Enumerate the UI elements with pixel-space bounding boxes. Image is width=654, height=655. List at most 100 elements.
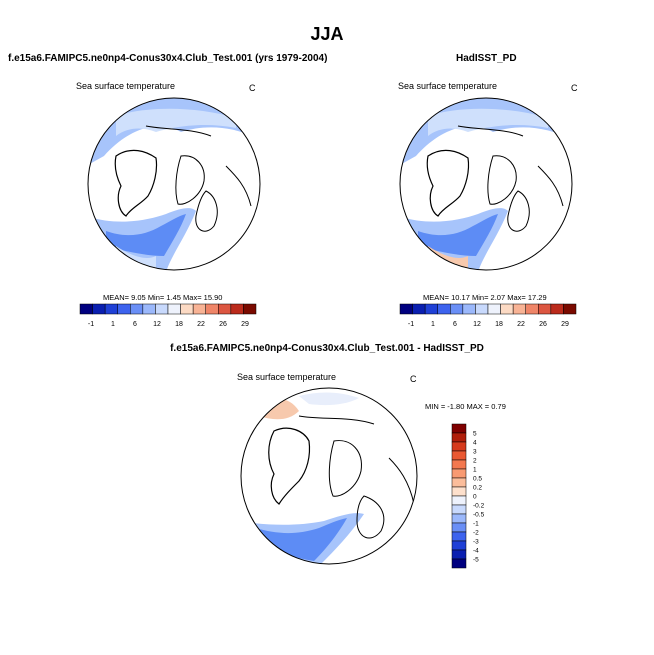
stats-obs: MEAN= 10.17 Min= 2.07 Max= 17.29 <box>423 293 547 302</box>
colorbar-swatch <box>243 303 257 315</box>
units-label-obs: C <box>571 83 578 93</box>
colorbar-tick-label: 1 <box>111 321 115 328</box>
colorbar-swatch <box>399 303 413 315</box>
colorbar-swatch <box>451 459 467 470</box>
colorbar-tick-label: 4 <box>473 440 477 447</box>
colorbar-swatch <box>451 495 467 506</box>
colorbar-swatch <box>142 303 156 315</box>
colorbar-swatch <box>451 450 467 461</box>
colorbar-swatch <box>130 303 144 315</box>
colorbar-swatch <box>451 531 467 542</box>
polar-map-obs <box>399 97 573 271</box>
colorbar-swatch <box>92 303 106 315</box>
colorbar-tick-label: -1 <box>88 321 94 328</box>
colorbar-obs: -1 1 6 12 18 22 26 29 <box>399 303 577 328</box>
colorbar-tick-label: 1 <box>473 467 477 474</box>
colorbar-tick-label: -1 <box>408 321 414 328</box>
stats-model: MEAN= 9.05 Min= 1.45 Max= 15.90 <box>103 293 223 302</box>
sst-field-atlantic-deep <box>106 214 186 256</box>
colorbar-swatch <box>104 303 118 315</box>
colorbar-swatch <box>451 540 467 551</box>
colorbar-swatch <box>205 303 219 315</box>
colorbar-tick-label: 6 <box>453 321 457 328</box>
colorbar-swatch <box>451 468 467 479</box>
colorbar-tick-label: 22 <box>197 321 205 328</box>
colorbar-swatch <box>424 303 438 315</box>
colorbar-swatch <box>450 303 464 315</box>
colorbar-tick-label: 12 <box>153 321 161 328</box>
colorbar-tick-label: 5 <box>473 431 477 438</box>
colorbar-tick-label: -2 <box>473 530 479 537</box>
polar-map-diff <box>240 387 418 565</box>
colorbar-swatch <box>192 303 206 315</box>
panel-title-diff: f.e15a6.FAMIPC5.ne0np4-Conus30x4.Club_Te… <box>170 343 484 354</box>
colorbar-tick-label: 18 <box>495 321 503 328</box>
colorbar-swatch <box>451 477 467 488</box>
colorbar-swatch <box>218 303 232 315</box>
panel-title-model: f.e15a6.FAMIPC5.ne0np4-Conus30x4.Club_Te… <box>8 53 328 64</box>
arctic-coastline-1 <box>114 149 158 217</box>
colorbar-swatch <box>525 303 539 315</box>
colorbar-tick-label: 29 <box>241 321 249 328</box>
colorbar-swatch <box>117 303 131 315</box>
colorbar-tick-label: 29 <box>561 321 569 328</box>
colorbar-swatch <box>79 303 93 315</box>
colorbar-tick-label: 2 <box>473 458 477 465</box>
units-label-diff: C <box>410 374 417 384</box>
colorbar-diff: 5 4 3 2 1 0.5 0.2 0 -0.2 -0.5 -1 -2 -3 -4 -5 <box>451 423 485 569</box>
colorbar-tick-label: -5 <box>473 557 479 564</box>
colorbar-tick-label: -3 <box>473 539 479 546</box>
colorbar-swatch <box>475 303 489 315</box>
variable-label-model: Sea surface temperature <box>76 81 176 91</box>
colorbar-tick-label: 0.2 <box>473 485 482 492</box>
colorbar-swatch <box>451 441 467 452</box>
colorbar-swatch <box>538 303 552 315</box>
colorbar-tick-label: 26 <box>539 321 547 328</box>
colorbar-tick-label: 6 <box>133 321 137 328</box>
page-title: JJA <box>310 24 344 44</box>
variable-label-obs: Sea surface temperature <box>398 81 498 91</box>
colorbar-swatch <box>512 303 526 315</box>
colorbar-tick-label: 22 <box>517 321 525 328</box>
colorbar-swatch <box>500 303 514 315</box>
colorbar-tick-label: -0.5 <box>473 512 485 519</box>
colorbar-swatch <box>487 303 501 315</box>
colorbar-tick-label: -1 <box>473 521 479 528</box>
colorbar-swatch <box>412 303 426 315</box>
colorbar-swatch <box>180 303 194 315</box>
colorbar-swatch <box>451 549 467 560</box>
colorbar-tick-label: 12 <box>473 321 481 328</box>
colorbar-tick-label: 0.5 <box>473 476 482 483</box>
units-label-model: C <box>249 83 256 93</box>
variable-label-diff: Sea surface temperature <box>237 372 337 382</box>
colorbar-swatch <box>451 513 467 524</box>
colorbar-tick-label: -4 <box>473 548 479 555</box>
colorbar-model: -1 1 6 12 18 22 26 29 <box>79 303 257 328</box>
colorbar-swatch <box>451 423 467 434</box>
colorbar-tick-label: 26 <box>219 321 227 328</box>
colorbar-swatch <box>167 303 181 315</box>
arctic-coastline-3 <box>195 190 218 232</box>
colorbar-swatch <box>550 303 564 315</box>
colorbar-swatch <box>451 504 467 515</box>
colorbar-swatch <box>437 303 451 315</box>
colorbar-swatch <box>451 558 467 569</box>
colorbar-swatch <box>155 303 169 315</box>
colorbar-tick-label: 1 <box>431 321 435 328</box>
arctic-coastline-4 <box>145 125 252 207</box>
colorbar-swatch <box>563 303 577 315</box>
map-boundary <box>87 97 261 271</box>
arctic-coastline-2 <box>175 155 205 205</box>
colorbar-swatch <box>451 432 467 443</box>
panel-title-obs: HadISST_PD <box>456 53 517 64</box>
sst-field-pacific-light <box>116 108 236 136</box>
colorbar-swatch <box>451 522 467 533</box>
colorbar-swatch <box>451 486 467 497</box>
colorbar-tick-label: 0 <box>473 494 477 501</box>
colorbar-tick-label: -0.2 <box>473 503 485 510</box>
colorbar-swatch <box>230 303 244 315</box>
colorbar-tick-label: 18 <box>175 321 183 328</box>
colorbar-swatch <box>462 303 476 315</box>
colorbar-tick-label: 3 <box>473 449 477 456</box>
polar-map-model <box>87 97 261 271</box>
